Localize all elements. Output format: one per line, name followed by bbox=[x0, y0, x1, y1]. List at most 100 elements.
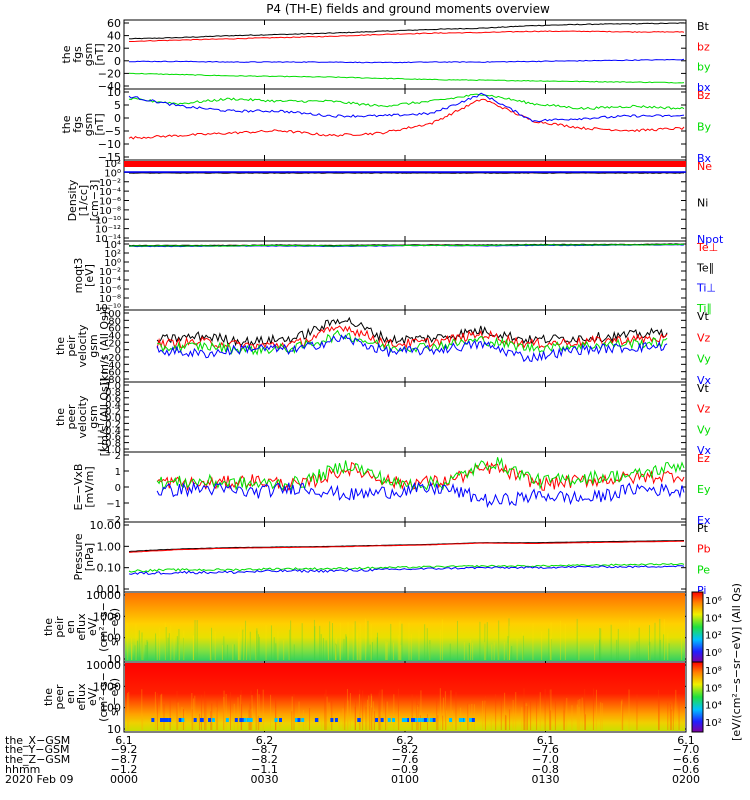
y-tick-label: −0.6 bbox=[97, 432, 121, 443]
heatmap-low-energy-dot bbox=[274, 718, 278, 722]
y-tick-label: 10 bbox=[107, 723, 121, 736]
x-row-label: 2020 Feb 09 bbox=[5, 773, 73, 786]
heatmap-low-energy-dot bbox=[429, 718, 433, 722]
legend-Ez: Ez bbox=[697, 452, 710, 465]
legend-Vy: Vy bbox=[697, 423, 711, 436]
legend-Npot: Npot bbox=[697, 233, 724, 246]
y-tick-label: 1.00 bbox=[97, 540, 122, 553]
x-row-label: the_Z−GSM bbox=[5, 753, 70, 766]
heatmap-low-energy-dot bbox=[387, 718, 391, 722]
y-axis-label: fgs bbox=[71, 46, 84, 63]
y-axis-label: [km/s (All Qs)] bbox=[98, 307, 111, 386]
y-axis-label: [nPa] bbox=[83, 543, 96, 571]
x-col-hhmm: 0100 bbox=[391, 773, 419, 786]
y-tick-label: 0 bbox=[114, 55, 121, 68]
legend-Vt: Vt bbox=[697, 382, 710, 395]
y-axis-label: moqt3 bbox=[72, 258, 85, 294]
series-Ti∥ bbox=[129, 243, 685, 247]
x-col-z: −1.2 bbox=[111, 763, 138, 776]
colorbar bbox=[691, 591, 704, 663]
heatmap-low-energy-dot bbox=[401, 718, 405, 722]
y-tick-label: 20 bbox=[107, 42, 121, 55]
y-tick-label: 10 bbox=[107, 86, 121, 99]
heatmap-low-energy-dot bbox=[330, 718, 334, 722]
series-Vx bbox=[156, 334, 668, 363]
y-tick-label: 10⁻¹⁰ bbox=[95, 303, 121, 314]
heatmap-low-energy-dot bbox=[458, 718, 462, 722]
y-axis-label: (cm²−s− bbox=[97, 602, 110, 652]
colorbar-tick-label: 10⁴ bbox=[705, 613, 722, 624]
colorbar-tick-label: 10⁶ bbox=[705, 683, 722, 694]
heatmap-low-energy-dot bbox=[469, 718, 473, 722]
y-axis-label: sr−eV) bbox=[108, 608, 121, 646]
heatmap-low-energy-dot bbox=[297, 718, 301, 722]
y-tick-label: 10² bbox=[104, 249, 121, 260]
y-tick-label: −5 bbox=[105, 125, 121, 138]
heatmap-low-energy-dot bbox=[234, 718, 238, 722]
heatmap-low-energy-dot bbox=[178, 718, 182, 722]
y-tick-label: 1000 bbox=[93, 610, 121, 623]
y-tick-label: 10⁻⁴ bbox=[99, 276, 121, 287]
x-col-z: −0.9 bbox=[392, 763, 419, 776]
heatmap-low-energy-dot bbox=[193, 718, 197, 722]
y-tick-label: 0.0 bbox=[105, 413, 121, 424]
y-axis-label: [eV] bbox=[83, 264, 96, 287]
heatmap-low-energy-dot bbox=[208, 718, 212, 722]
heatmap-low-energy-dot bbox=[406, 718, 410, 722]
legend-Vz: Vz bbox=[697, 331, 711, 344]
y-axis-label: the bbox=[42, 688, 55, 706]
colorbar-tick-label: 10⁴ bbox=[705, 701, 722, 712]
legend-bz: bz bbox=[697, 40, 710, 53]
series-By bbox=[128, 93, 685, 110]
colorbar-tick-label: 10² bbox=[705, 718, 722, 729]
panel-frame bbox=[123, 381, 687, 453]
y-tick-label: −2 bbox=[106, 515, 121, 526]
heatmap-low-energy-dot bbox=[168, 718, 172, 722]
heatmap-low-energy-dot bbox=[165, 718, 169, 722]
x-col-x: −9.2 bbox=[111, 743, 138, 756]
y-tick-label: 10⁻⁶ bbox=[99, 285, 121, 296]
y-tick-label: −60 bbox=[100, 368, 121, 379]
series-Ex bbox=[156, 481, 685, 509]
y-tick-label: 40 bbox=[108, 331, 121, 342]
y-tick-label: −1.0 bbox=[97, 445, 121, 456]
y-tick-label: 0 bbox=[115, 483, 121, 494]
x-col-hhmm: 0030 bbox=[251, 773, 279, 786]
heatmap-low-energy-dot bbox=[278, 718, 282, 722]
y-tick-label: 1.0 bbox=[105, 381, 121, 392]
legend-Ex: Ex bbox=[697, 514, 711, 527]
y-tick-label: 20 bbox=[108, 338, 121, 349]
y-tick-label: 10000 bbox=[86, 659, 121, 672]
y-tick-label: 40 bbox=[107, 30, 121, 43]
y-axis-label: the bbox=[60, 115, 73, 133]
heatmap-low-energy-dot bbox=[432, 718, 436, 722]
y-tick-label: −80 bbox=[100, 375, 121, 386]
y-tick-label: 0 bbox=[114, 112, 121, 125]
series-Bz bbox=[128, 98, 685, 140]
plot-title: P4 (TH-E) fields and ground moments over… bbox=[266, 2, 550, 16]
heatmap-fill bbox=[125, 593, 685, 661]
y-tick-label: 2 bbox=[115, 451, 121, 462]
series-Vy bbox=[156, 329, 668, 356]
y-tick-label: 1 bbox=[115, 467, 121, 478]
y-axis-label: en bbox=[64, 690, 77, 704]
y-tick-label: 10⁻⁸ bbox=[99, 294, 121, 305]
y-axis-label: the bbox=[60, 45, 73, 63]
heatmap-low-energy-dot bbox=[357, 718, 361, 722]
heatmap-low-energy-dot bbox=[315, 718, 319, 722]
y-tick-label: 80 bbox=[108, 316, 121, 327]
colorbar-tick-label: 10⁶ bbox=[705, 596, 722, 607]
heatmap-low-energy-dot bbox=[258, 718, 262, 722]
heatmap-low-energy-dot bbox=[301, 718, 305, 722]
y-tick-label: 0.8 bbox=[105, 387, 121, 398]
heatmap-low-energy-dot bbox=[239, 718, 243, 722]
series-Pe bbox=[128, 562, 685, 573]
legend-Ni: Ni bbox=[697, 197, 708, 210]
y-tick-label: 10⁻² bbox=[99, 178, 121, 189]
y-tick-label: 10⁻¹⁰ bbox=[95, 215, 121, 226]
heatmap-low-energy-dot bbox=[471, 718, 475, 722]
legend-Pi: Pi bbox=[697, 584, 706, 597]
x-col-hhmm: 0200 bbox=[672, 773, 700, 786]
heatmap-low-energy-dot bbox=[375, 718, 379, 722]
